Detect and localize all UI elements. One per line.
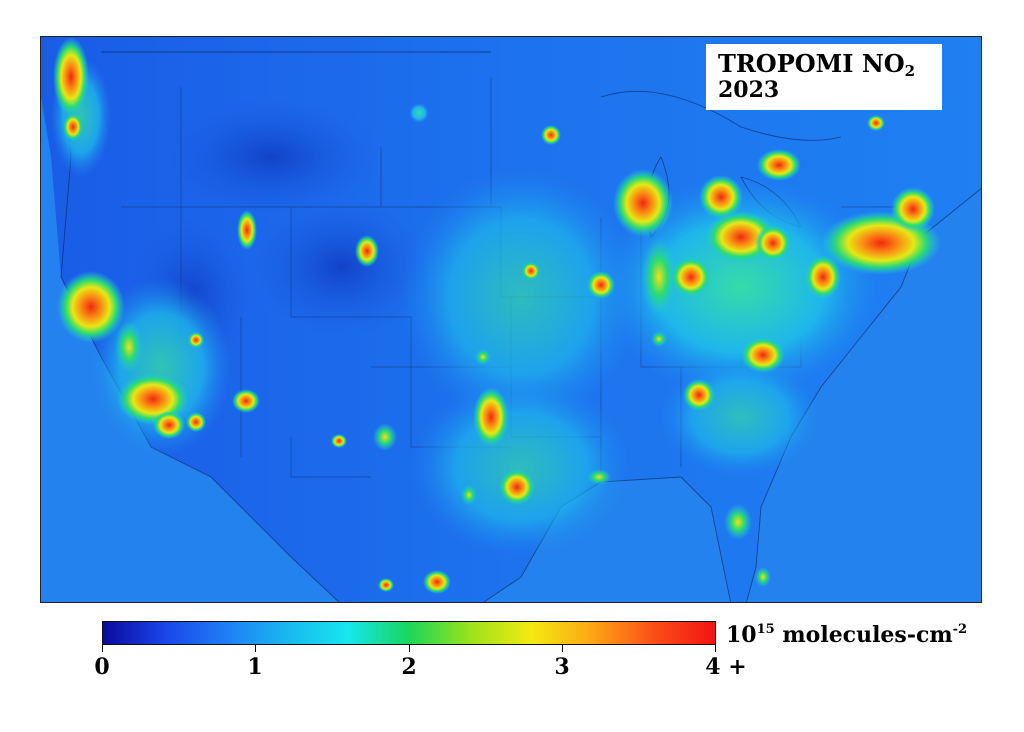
hotspot-bay-area <box>57 271 125 343</box>
hotspot-orlando <box>724 504 752 540</box>
high-no2-hotspots <box>53 37 941 594</box>
no2-map <box>40 36 982 603</box>
hotspot-pittsburgh <box>755 225 791 261</box>
colorbar-tick-label: 4 + <box>705 654 747 680</box>
hotspot-san-antonio <box>461 485 477 505</box>
hotspot-seattle <box>53 37 89 117</box>
hotspot-north-dakota <box>409 103 429 123</box>
colorbar-tick <box>715 645 716 652</box>
hotspot-san-diego <box>153 411 185 439</box>
hotspot-chicago <box>613 169 673 237</box>
hotspot-montreal <box>867 115 885 131</box>
rockies-low-region <box>161 97 381 217</box>
hotspot-portland <box>63 113 83 141</box>
colorbar-tick-label: 1 <box>247 654 263 680</box>
hotspot-miami <box>755 567 771 587</box>
colorbar <box>102 621 716 645</box>
hotspot-las-vegas <box>188 332 204 348</box>
colorbar-tick <box>562 645 563 652</box>
hotspot-oklahoma <box>475 349 491 365</box>
hotspot-monterrey <box>423 570 451 594</box>
hotspot-charlotte <box>741 337 785 373</box>
hotspot-st-louis <box>587 271 615 299</box>
hotspot-imperial <box>186 412 206 432</box>
hotspot-central-valley <box>115 321 143 373</box>
hotspot-toronto <box>757 149 801 181</box>
hotspot-atlanta <box>683 379 715 411</box>
hotspot-indiana <box>641 237 677 317</box>
hotspot-boston <box>891 187 935 231</box>
hotspot-houston <box>499 469 535 505</box>
hotspot-nashville <box>651 331 667 347</box>
hotspot-detroit <box>699 175 743 219</box>
map-year: 2023 <box>718 77 780 103</box>
hotspot-kansas-city <box>522 262 540 280</box>
hotspot-denver <box>355 235 379 267</box>
hotspot-minneapolis <box>541 125 561 145</box>
colorbar-tick <box>255 645 256 652</box>
hotspot-phoenix <box>232 389 260 413</box>
colorbar-tick <box>102 645 103 652</box>
plateau-low-region <box>251 197 431 337</box>
hotspot-louisiana <box>587 469 611 485</box>
hotspot-el-paso <box>331 434 347 448</box>
colorbar-tick <box>409 645 410 652</box>
colorbar-tick-label: 3 <box>554 654 570 680</box>
hotspot-salt-lake <box>237 210 257 250</box>
hotspot-dallas <box>473 387 509 447</box>
hotspot-washington <box>805 255 841 299</box>
colorbar-unit-label: 1015 molecules-cm-2 <box>726 622 968 648</box>
colorbar-tick-label: 0 <box>94 654 110 680</box>
hotspot-cincinnati <box>671 257 711 297</box>
hotspot-permian <box>373 423 397 451</box>
map-title-box: TROPOMI NO2 2023 <box>706 44 942 110</box>
map-title: TROPOMI NO2 <box>718 49 916 80</box>
colorbar-tick-label: 2 <box>401 654 417 680</box>
hotspot-torreon <box>378 578 394 592</box>
